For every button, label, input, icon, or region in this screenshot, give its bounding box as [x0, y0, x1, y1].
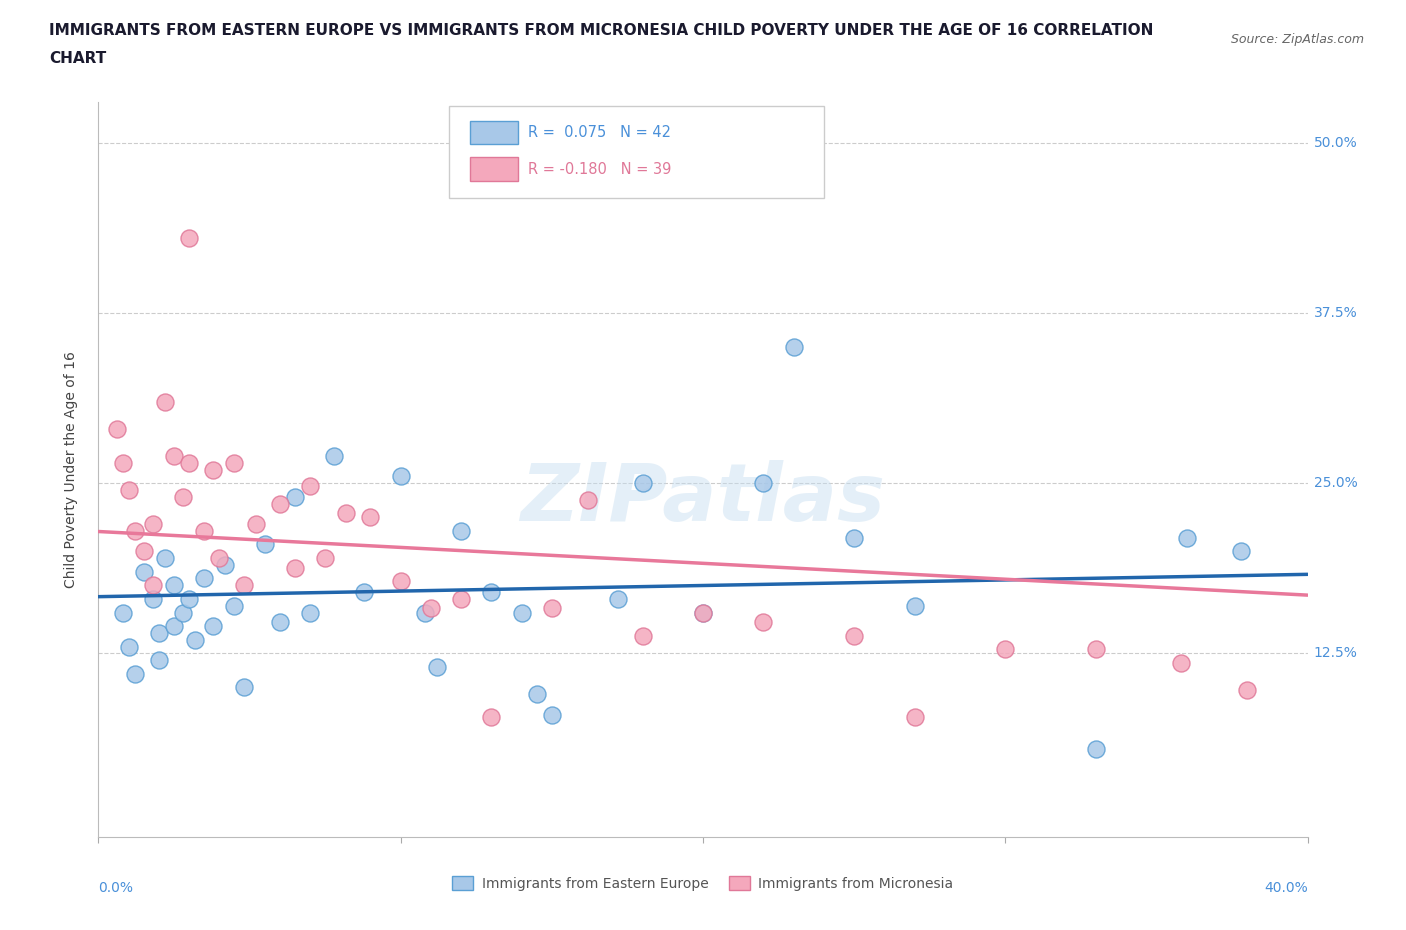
Point — [284, 489, 307, 504]
Point — [389, 574, 412, 589]
Point — [389, 469, 412, 484]
Point — [118, 483, 141, 498]
Point — [1236, 683, 1258, 698]
Point — [782, 339, 804, 354]
Point — [335, 506, 357, 521]
Point — [692, 605, 714, 620]
Text: 0.0%: 0.0% — [98, 881, 134, 895]
Point — [1230, 544, 1253, 559]
Point — [360, 510, 382, 525]
Point — [1170, 656, 1192, 671]
Point — [232, 578, 254, 592]
Text: 25.0%: 25.0% — [1313, 476, 1357, 490]
Point — [153, 551, 176, 565]
Point — [142, 517, 165, 532]
Point — [631, 628, 654, 643]
Point — [1085, 741, 1108, 756]
Point — [177, 231, 201, 246]
Point — [214, 557, 236, 572]
Point — [607, 591, 630, 606]
Point — [111, 605, 134, 620]
Text: 40.0%: 40.0% — [1264, 881, 1308, 895]
Point — [1175, 530, 1198, 545]
Point — [177, 456, 201, 471]
Point — [904, 710, 927, 724]
Point — [224, 456, 246, 471]
Point — [269, 615, 291, 630]
Point — [353, 585, 375, 600]
Point — [844, 628, 866, 643]
Point — [232, 680, 254, 695]
Text: R = -0.180   N = 39: R = -0.180 N = 39 — [527, 162, 671, 177]
Point — [269, 497, 291, 512]
Point — [177, 591, 201, 606]
Point — [692, 605, 714, 620]
Point — [413, 605, 436, 620]
Point — [904, 598, 927, 613]
Point — [124, 524, 146, 538]
Point — [142, 591, 165, 606]
Point — [481, 710, 503, 724]
Y-axis label: Child Poverty Under the Age of 16: Child Poverty Under the Age of 16 — [63, 352, 77, 588]
Point — [481, 585, 503, 600]
Point — [426, 659, 449, 674]
Point — [576, 492, 599, 507]
Text: 37.5%: 37.5% — [1313, 306, 1357, 320]
Point — [224, 598, 246, 613]
FancyBboxPatch shape — [470, 157, 517, 181]
Point — [163, 618, 186, 633]
Text: 12.5%: 12.5% — [1313, 646, 1358, 660]
Point — [450, 524, 472, 538]
Point — [142, 578, 165, 592]
Point — [526, 686, 548, 701]
Point — [208, 551, 231, 565]
Point — [299, 479, 322, 494]
Point — [510, 605, 533, 620]
Point — [172, 605, 194, 620]
Point — [752, 476, 775, 491]
Point — [284, 560, 307, 575]
Text: Source: ZipAtlas.com: Source: ZipAtlas.com — [1230, 33, 1364, 46]
Point — [118, 639, 141, 654]
Point — [163, 448, 186, 463]
Text: IMMIGRANTS FROM EASTERN EUROPE VS IMMIGRANTS FROM MICRONESIA CHILD POVERTY UNDER: IMMIGRANTS FROM EASTERN EUROPE VS IMMIGR… — [49, 23, 1153, 38]
Point — [994, 642, 1017, 657]
Point — [540, 601, 562, 616]
FancyBboxPatch shape — [449, 106, 824, 198]
Point — [153, 394, 176, 409]
Point — [450, 591, 472, 606]
Point — [631, 476, 654, 491]
Point — [844, 530, 866, 545]
Point — [202, 618, 225, 633]
Point — [540, 707, 562, 722]
Point — [193, 524, 215, 538]
Point — [323, 448, 346, 463]
Point — [124, 666, 146, 681]
Point — [245, 517, 267, 532]
Point — [419, 601, 441, 616]
Point — [148, 626, 170, 641]
Point — [132, 565, 155, 579]
Legend: Immigrants from Eastern Europe, Immigrants from Micronesia: Immigrants from Eastern Europe, Immigran… — [447, 870, 959, 897]
Point — [132, 544, 155, 559]
Point — [105, 421, 128, 436]
Point — [202, 462, 225, 477]
FancyBboxPatch shape — [470, 121, 517, 144]
Text: CHART: CHART — [49, 51, 107, 66]
Text: 50.0%: 50.0% — [1313, 136, 1357, 150]
Text: ZIPatlas: ZIPatlas — [520, 460, 886, 538]
Point — [111, 456, 134, 471]
Point — [314, 551, 336, 565]
Point — [752, 615, 775, 630]
Point — [163, 578, 186, 592]
Text: R =  0.075   N = 42: R = 0.075 N = 42 — [527, 125, 671, 140]
Point — [172, 489, 194, 504]
Point — [148, 653, 170, 668]
Point — [1085, 642, 1108, 657]
Point — [184, 632, 207, 647]
Point — [193, 571, 215, 586]
Point — [299, 605, 322, 620]
Point — [253, 537, 276, 551]
